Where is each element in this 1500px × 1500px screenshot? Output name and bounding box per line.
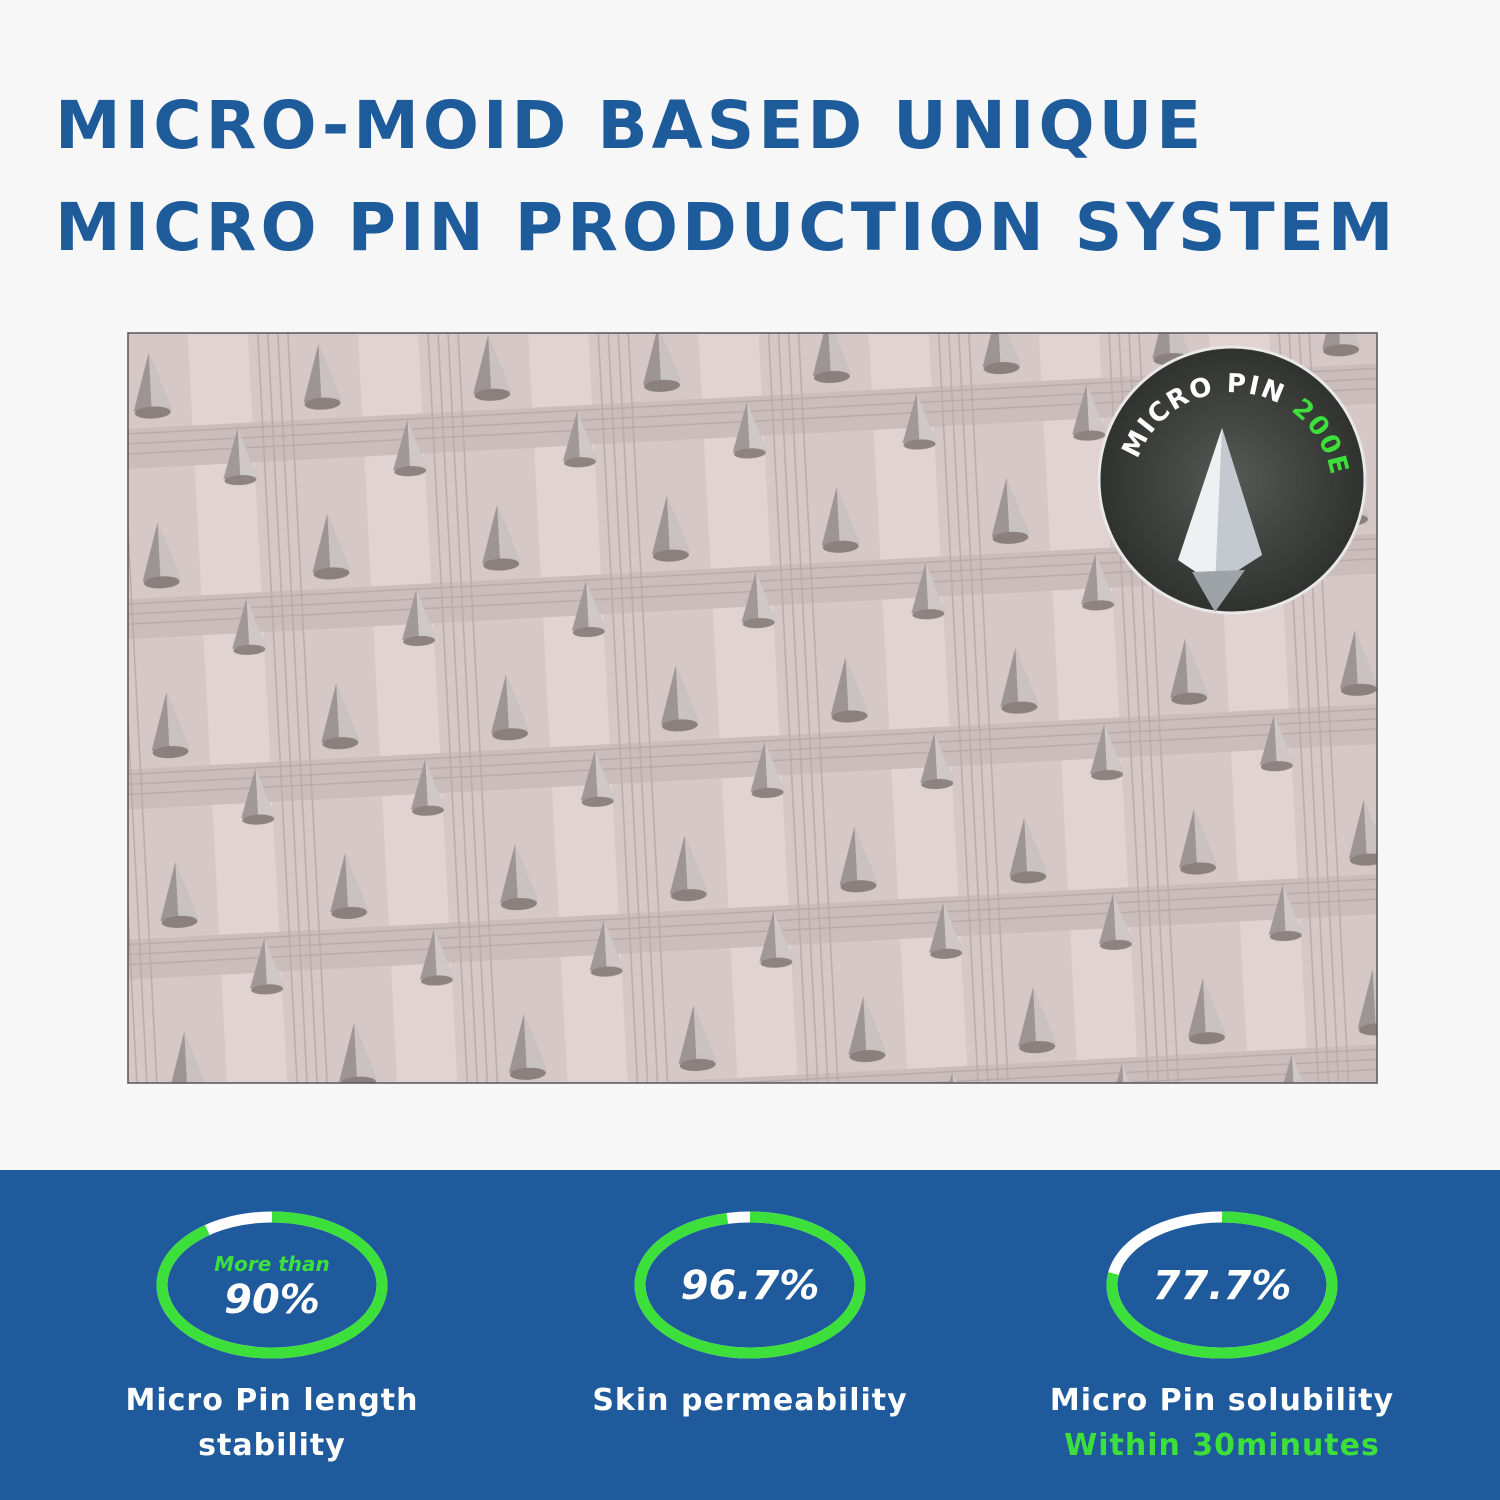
ring-progress	[1106, 1211, 1338, 1359]
stat-note: Within 30minutes	[1064, 1428, 1380, 1463]
stat-value: 90%	[224, 1277, 320, 1323]
stat-label: stability	[198, 1428, 346, 1463]
stat-label: Micro Pin solubility	[1050, 1383, 1394, 1418]
stats-band	[0, 1170, 1500, 1500]
pin-base	[1192, 570, 1245, 612]
title-line: MICRO PIN PRODUCTION SYSTEM	[55, 189, 1397, 266]
stat-label: Skin permeability	[592, 1383, 907, 1418]
pin-shade	[1215, 428, 1262, 585]
stat-label: Micro Pin length	[125, 1383, 418, 1418]
ring-progress	[156, 1211, 388, 1359]
ring-progress	[634, 1211, 866, 1359]
stat-prefix: More than	[214, 1252, 330, 1276]
stat-value: 77.7%	[1153, 1263, 1292, 1309]
title-line: MICRO-MOID BASED UNIQUE	[55, 87, 1205, 164]
stat-value: 96.7%	[681, 1263, 820, 1309]
